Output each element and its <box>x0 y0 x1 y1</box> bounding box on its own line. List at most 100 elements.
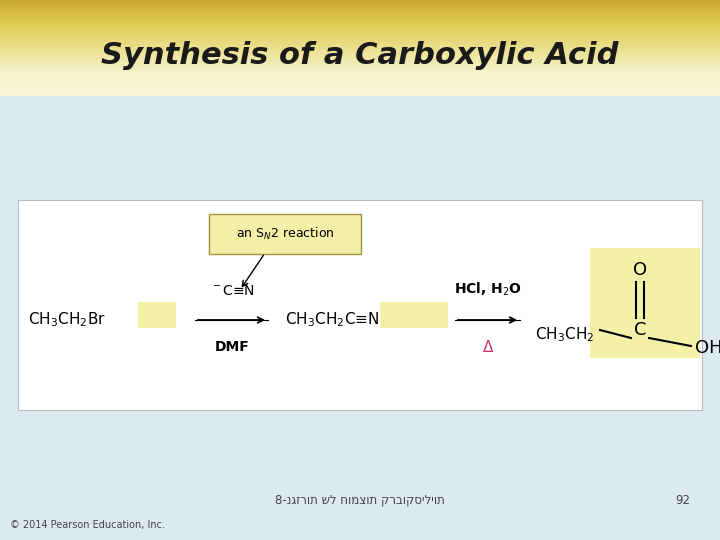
Bar <box>0 21 720 22</box>
Bar <box>0 24 720 25</box>
Bar <box>0 1 720 2</box>
Bar <box>0 15 720 16</box>
Bar <box>0 30 720 31</box>
Bar <box>0 8 720 9</box>
Bar <box>0 94 720 95</box>
Text: CH$_3$CH$_2$C≡N: CH$_3$CH$_2$C≡N <box>285 310 379 329</box>
Text: CH$_3$CH$_2$Br: CH$_3$CH$_2$Br <box>28 310 106 329</box>
Bar <box>0 43 720 44</box>
Bar <box>0 31 720 32</box>
Bar <box>0 93 720 94</box>
Bar <box>0 88 720 89</box>
Bar <box>0 41 720 42</box>
Bar <box>0 76 720 77</box>
Bar <box>18 200 702 410</box>
Text: Synthesis of a Carboxylic Acid: Synthesis of a Carboxylic Acid <box>102 40 618 70</box>
Bar <box>0 73 720 75</box>
Bar <box>0 26 720 27</box>
Bar <box>590 248 700 358</box>
Text: HCl, H$_2$O: HCl, H$_2$O <box>454 281 522 298</box>
Bar <box>0 14 720 15</box>
Bar <box>0 42 720 43</box>
Bar <box>0 62 720 63</box>
Bar <box>0 11 720 12</box>
FancyBboxPatch shape <box>209 214 361 254</box>
Bar <box>0 83 720 84</box>
Bar <box>0 46 720 48</box>
Bar <box>0 51 720 52</box>
Text: Δ: Δ <box>483 340 493 355</box>
Bar <box>0 87 720 88</box>
Text: 8-נגזרות של חומצות קרבוקסיליות: 8-נגזרות של חומצות קרבוקסיליות <box>275 494 445 507</box>
Bar <box>0 40 720 41</box>
Bar <box>0 10 720 11</box>
Bar <box>0 81 720 82</box>
Text: 92: 92 <box>675 494 690 507</box>
Bar <box>0 48 720 49</box>
Bar <box>0 60 720 61</box>
Bar <box>0 23 720 24</box>
Bar <box>0 50 720 51</box>
Bar <box>0 6 720 7</box>
Bar <box>0 9 720 10</box>
Bar <box>0 29 720 30</box>
Bar <box>0 27 720 28</box>
Bar <box>0 53 720 54</box>
Bar <box>0 44 720 45</box>
Bar <box>0 33 720 34</box>
Bar <box>0 36 720 37</box>
Text: O: O <box>633 261 647 279</box>
Bar <box>0 85 720 86</box>
Text: DMF: DMF <box>215 340 249 354</box>
Bar <box>0 22 720 23</box>
Bar <box>0 59 720 60</box>
Bar <box>0 52 720 53</box>
Bar <box>0 19 720 20</box>
Bar <box>0 78 720 79</box>
Text: OH: OH <box>695 339 720 357</box>
Text: an S$_N$2 reaction: an S$_N$2 reaction <box>235 226 334 242</box>
Bar <box>138 302 176 328</box>
Bar <box>0 5 720 6</box>
Text: CH$_3$CH$_2$: CH$_3$CH$_2$ <box>535 326 595 345</box>
Bar <box>0 55 720 56</box>
Bar <box>0 84 720 85</box>
Bar <box>0 25 720 26</box>
Bar <box>0 70 720 71</box>
Bar <box>0 82 720 83</box>
Bar <box>0 17 720 18</box>
Bar <box>0 37 720 38</box>
Bar <box>0 91 720 92</box>
Bar <box>0 58 720 59</box>
Bar <box>0 34 720 35</box>
Bar <box>0 69 720 70</box>
Bar <box>0 80 720 81</box>
Bar <box>0 75 720 76</box>
Bar <box>0 20 720 21</box>
Bar <box>0 56 720 57</box>
Bar <box>0 63 720 64</box>
Bar <box>0 4 720 5</box>
Bar <box>0 64 720 65</box>
Bar <box>0 38 720 39</box>
Bar <box>0 32 720 33</box>
Bar <box>0 12 720 14</box>
Bar <box>0 86 720 87</box>
Bar <box>0 18 720 19</box>
Bar <box>0 0 720 1</box>
Bar <box>0 72 720 73</box>
Bar <box>0 57 720 58</box>
Bar <box>0 77 720 78</box>
Bar <box>0 66 720 68</box>
Bar <box>0 65 720 66</box>
Bar <box>0 92 720 93</box>
Bar <box>0 39 720 40</box>
Bar <box>0 7 720 8</box>
Bar <box>0 71 720 72</box>
Bar <box>0 28 720 29</box>
Bar <box>380 302 448 328</box>
Bar <box>0 35 720 36</box>
Bar <box>0 2 720 3</box>
Bar <box>0 79 720 80</box>
Text: © 2014 Pearson Education, Inc.: © 2014 Pearson Education, Inc. <box>10 520 165 530</box>
